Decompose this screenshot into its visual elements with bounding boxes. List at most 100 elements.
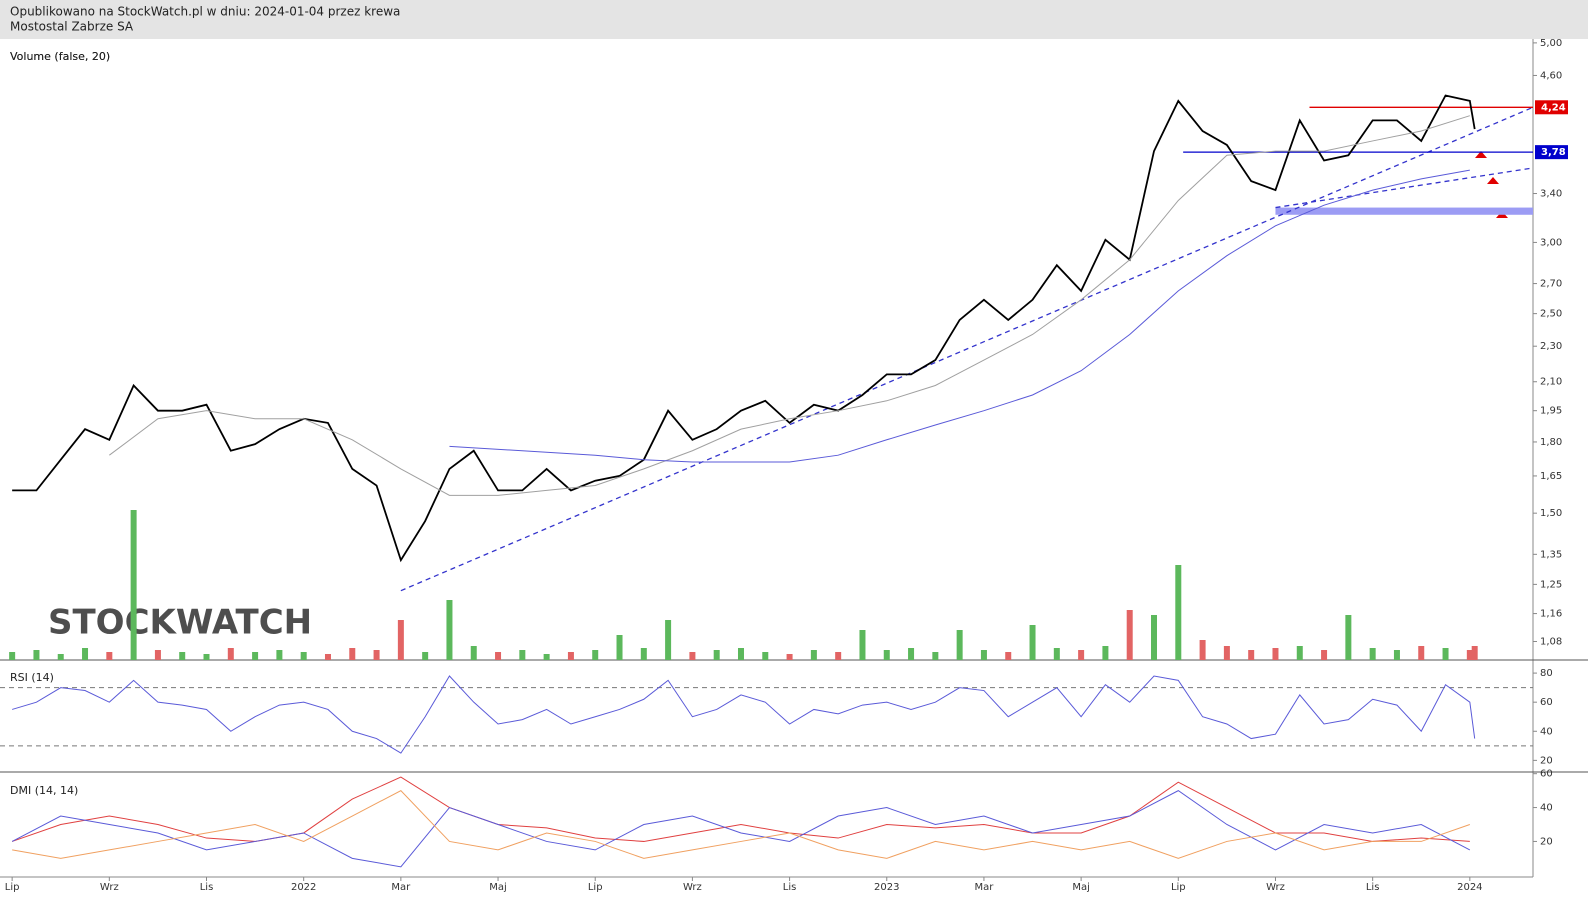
- support-band: [1275, 207, 1533, 215]
- y-tick-label: 1,50: [1540, 508, 1562, 519]
- x-tick-label: Lip: [1171, 882, 1186, 893]
- volume-bar: [82, 648, 89, 660]
- volume-bar: [835, 652, 842, 660]
- y-tick-label: 40: [1540, 803, 1553, 814]
- x-tick-label: Lip: [588, 882, 603, 893]
- volume-bar: [9, 652, 16, 660]
- volume-bar: [1029, 625, 1036, 660]
- volume-bar: [154, 650, 161, 660]
- x-tick-label: Mar: [975, 882, 995, 893]
- header-title: Mostostal Zabrze SA: [10, 20, 134, 34]
- marker: [1475, 151, 1487, 158]
- volume-bar: [1126, 610, 1133, 660]
- volume-bar: [1296, 646, 1303, 660]
- volume-bar: [227, 648, 234, 660]
- volume-bar: [762, 652, 769, 660]
- trend-line: [1275, 167, 1534, 209]
- volume-bar: [1272, 648, 1279, 660]
- volume-bar: [1471, 646, 1478, 660]
- series-line: [11, 790, 1471, 868]
- y-tick-label: 1,35: [1540, 549, 1562, 560]
- y-tick-label: 20: [1540, 755, 1553, 766]
- y-tick-label: 40: [1540, 726, 1553, 737]
- volume-bar: [883, 650, 890, 660]
- y-tick-label: 4,60: [1540, 70, 1562, 81]
- y-tick-label: 2,10: [1540, 377, 1562, 388]
- header-band: [0, 0, 1588, 39]
- y-tick-label: 2,50: [1540, 309, 1562, 320]
- series-line: [12, 94, 1476, 563]
- volume-bar: [324, 654, 331, 660]
- x-tick-label: Lis: [1366, 882, 1380, 893]
- volume-bar: [616, 635, 623, 660]
- x-tick-label: Lis: [200, 882, 214, 893]
- y-tick-label: 1,16: [1540, 609, 1562, 620]
- volume-bar: [495, 652, 502, 660]
- y-tick-label: 60: [1540, 697, 1553, 708]
- y-tick-label: 80: [1540, 668, 1553, 679]
- panel-title: Volume (false, 20): [10, 50, 110, 63]
- level-tag: [1535, 100, 1568, 115]
- volume-bar: [1005, 652, 1012, 660]
- volume-bar: [713, 650, 720, 660]
- volume-bar: [1442, 648, 1449, 660]
- x-tick-label: Lis: [783, 882, 797, 893]
- y-tick-label: 1,65: [1540, 471, 1562, 482]
- y-tick-label: 2,70: [1540, 279, 1562, 290]
- trend-line: [400, 106, 1534, 592]
- watermark: STOCKWATCH: [48, 603, 312, 643]
- volume-bar: [543, 654, 550, 660]
- series-line: [12, 675, 1476, 754]
- panel-title: Volume (false, 20): [10, 50, 110, 63]
- volume-bar: [1199, 640, 1206, 660]
- volume-bar: [1175, 565, 1182, 660]
- volume-bar: [737, 648, 744, 660]
- y-tick-label: 1,25: [1540, 579, 1562, 590]
- volume-bar: [130, 510, 137, 660]
- volume-bar: [786, 654, 793, 660]
- volume-bar: [1223, 646, 1230, 660]
- y-tick-label: 20: [1540, 836, 1553, 847]
- volume-bar: [1053, 648, 1060, 660]
- x-tick-label: Maj: [1072, 882, 1090, 893]
- volume-bar: [57, 654, 64, 660]
- level-label: 3,78: [1541, 147, 1566, 158]
- volume-bar: [276, 650, 283, 660]
- volume-bar: [422, 652, 429, 660]
- y-tick-label: 1,80: [1540, 437, 1562, 448]
- volume-bar: [689, 652, 696, 660]
- volume-bar: [519, 650, 526, 660]
- panel-title: RSI (14): [10, 671, 54, 684]
- volume-bar: [980, 650, 987, 660]
- x-tick-label: 2023: [874, 882, 899, 893]
- x-tick-label: Wrz: [100, 882, 119, 893]
- x-tick-label: Lip: [5, 882, 20, 893]
- volume-bar: [470, 646, 477, 660]
- x-tick-label: 2024: [1457, 882, 1482, 893]
- volume-bar: [252, 652, 259, 660]
- volume-bar: [1369, 648, 1376, 660]
- volume-bar: [592, 650, 599, 660]
- level-tag: [1535, 145, 1568, 160]
- series-line: [109, 115, 1470, 496]
- volume-bar: [397, 620, 404, 660]
- series-line: [12, 790, 1470, 859]
- volume-bar: [1151, 615, 1158, 660]
- volume-bar: [859, 630, 866, 660]
- volume-bar: [349, 648, 356, 660]
- volume-bar: [810, 650, 817, 660]
- y-tick-label: 60: [1540, 769, 1553, 780]
- volume-bar: [203, 654, 210, 660]
- volume-bar: [567, 652, 574, 660]
- volume-bar: [640, 648, 647, 660]
- y-tick-label: 5,00: [1540, 38, 1562, 49]
- x-tick-label: Mar: [391, 882, 411, 893]
- x-tick-label: 2022: [291, 882, 316, 893]
- y-tick-label: 2,30: [1540, 341, 1562, 352]
- panel-title: DMI (14, 14): [10, 784, 78, 797]
- volume-bar: [932, 652, 939, 660]
- volume-bar: [908, 648, 915, 660]
- volume-bar: [446, 600, 453, 660]
- volume-bar: [1078, 650, 1085, 660]
